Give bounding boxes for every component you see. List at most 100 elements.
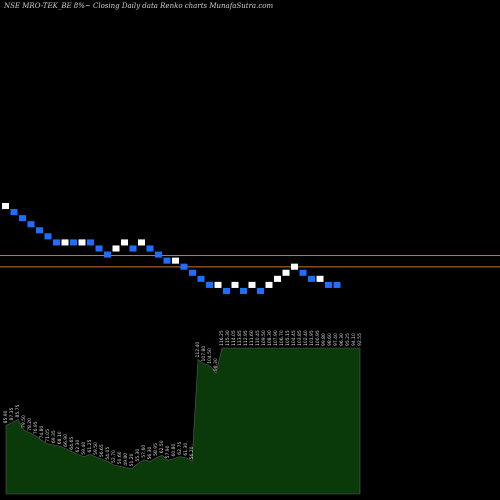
renko-brick-up	[274, 275, 281, 282]
volume-area	[5, 347, 361, 495]
volume-label: 102.40	[303, 330, 309, 346]
renko-brick-down	[19, 215, 26, 222]
renko-brick-down	[155, 251, 162, 258]
chart-title: NSE MRO-TEK_BE 8%~ Closing Daily data Re…	[4, 2, 274, 10]
volume-label: 62.30	[75, 439, 81, 452]
volume-label: 60.80	[171, 443, 177, 456]
renko-brick-down	[257, 287, 264, 294]
volume-label: 68.10	[57, 431, 63, 444]
volume-label: 57.60	[141, 445, 147, 458]
volume-label: 56.30	[147, 446, 153, 459]
volume-label: 56.20	[189, 446, 195, 459]
renko-brick-up	[172, 257, 179, 264]
volume-label: 98.60	[327, 333, 333, 346]
renko-brick-down	[308, 275, 315, 282]
volume-label: 105.15	[285, 330, 291, 346]
renko-brick-up	[282, 269, 290, 276]
renko-brick-up	[2, 203, 9, 210]
renko-brick-down	[70, 239, 77, 246]
renko-brick-up	[231, 281, 239, 288]
renko-brick-down	[206, 281, 213, 288]
volume-label: 107.80	[201, 346, 207, 362]
renko-brick-down	[95, 245, 103, 252]
volume-label: 111.60	[249, 330, 255, 346]
renko-brick-down	[27, 221, 35, 228]
volume-label: 96.30	[339, 333, 345, 346]
volume-label: 56.65	[99, 444, 105, 457]
renko-brick-down	[36, 227, 43, 234]
volume-label: 62.50	[159, 440, 165, 453]
reference-lines	[0, 254, 500, 268]
volume-label: 66.90	[63, 434, 69, 447]
volume-label: 104.50	[207, 348, 213, 364]
volume-label: 107.90	[273, 330, 279, 346]
renko-brick-down	[333, 281, 341, 288]
volume-label: 58.95	[153, 443, 159, 456]
renko-brick-down	[129, 245, 137, 252]
volume-label: 54.05	[105, 447, 111, 460]
renko-brick-down	[299, 269, 307, 276]
renko-brick-up	[61, 239, 69, 246]
renko-brick-down	[44, 233, 52, 240]
renko-brick-up	[291, 263, 298, 270]
volume-label: 64.65	[69, 437, 75, 450]
renko-brick-down	[146, 245, 154, 252]
volume-panel	[5, 347, 361, 495]
volume-label: 116.25	[219, 330, 225, 346]
volume-label: 61.25	[87, 439, 93, 452]
volume-label: 59.50	[93, 442, 99, 455]
renko-brick-up	[265, 281, 273, 288]
volume-label: 108.30	[267, 330, 273, 346]
volume-label: 78.20	[27, 418, 33, 431]
volume-label: 61.30	[183, 443, 189, 456]
volume-label: 112.95	[243, 330, 249, 346]
volume-label: 94.10	[351, 333, 357, 346]
renko-brick-up	[214, 281, 222, 288]
volume-label: 114.05	[231, 330, 237, 346]
renko-brick-down	[163, 257, 171, 264]
volume-label: 106.70	[279, 330, 285, 346]
volume-label: 115.30	[225, 330, 231, 346]
volume-label: 85.90	[3, 410, 9, 423]
volume-label: 100.95	[315, 330, 321, 346]
volume-label: 51.20	[129, 453, 135, 466]
renko-brick-down	[87, 239, 94, 246]
volume-label: 62.75	[177, 442, 183, 455]
volume-label: 79.50	[21, 415, 27, 428]
renko-brick-down	[180, 263, 188, 270]
volume-label: 57.90	[165, 445, 171, 458]
volume-label: 113.85	[237, 330, 243, 346]
volume-label: 50.60	[117, 451, 123, 464]
volume-label: 74.80	[39, 425, 45, 438]
volume-label: 99.80	[321, 333, 327, 346]
volume-label: 101.95	[309, 330, 315, 346]
volume-label: 110.45	[255, 330, 261, 346]
volume-label: 92.55	[357, 333, 363, 346]
renko-brick-up	[248, 281, 256, 288]
volume-label: 97.40	[333, 333, 339, 346]
volume-label: 69.35	[51, 430, 57, 443]
renko-brick-up	[138, 239, 145, 246]
renko-brick-down	[104, 251, 111, 258]
volume-label: 103.85	[297, 330, 303, 346]
renko-brick-down	[223, 287, 230, 294]
renko-brick-up	[316, 275, 324, 282]
volume-label: 55.30	[135, 449, 141, 462]
volume-label: 76.95	[33, 421, 39, 434]
renko-brick-down	[240, 287, 247, 294]
volume-label: 104.45	[291, 330, 297, 346]
volume-label: 59.40	[81, 442, 87, 455]
volume-label: 95.25	[345, 333, 351, 346]
renko-brick-down	[197, 275, 205, 282]
renko-brick-down	[325, 281, 332, 288]
renko-brick-up	[112, 245, 120, 252]
volume-label: 109.50	[261, 330, 267, 346]
renko-brick-up	[121, 239, 128, 246]
volume-label: 71.05	[45, 429, 51, 442]
volume-label: 49.80	[123, 453, 129, 466]
volume-label: 87.35	[9, 407, 15, 420]
renko-brick-down	[10, 209, 18, 216]
volume-label: 98.30	[213, 358, 219, 371]
